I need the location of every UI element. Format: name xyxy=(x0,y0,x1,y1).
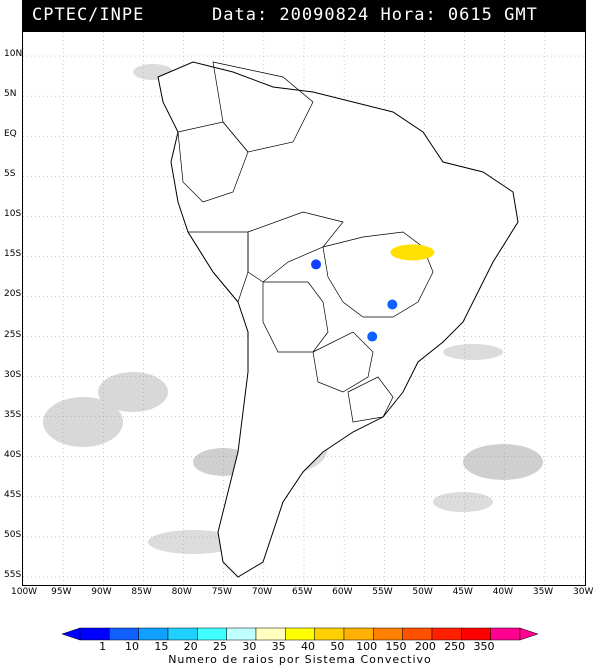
colorbar-tick-label: 200 xyxy=(414,640,436,653)
colorbar-segment xyxy=(285,627,315,641)
latitude-tick-label: 45S xyxy=(4,489,22,500)
colorbar-left-arrow xyxy=(61,627,81,641)
colorbar-tick-label: 1 xyxy=(99,640,107,653)
latitude-tick-label: 10N xyxy=(4,49,23,60)
map-canvas xyxy=(23,32,585,585)
colorbar-tick-label: 50 xyxy=(330,640,345,653)
blue-system-3 xyxy=(367,331,378,342)
latitude-tick-label: 5N xyxy=(4,89,17,100)
colorbar-segment xyxy=(431,627,462,641)
colorbar-tick-label: 250 xyxy=(444,640,466,653)
latitude-tick-label: 30S xyxy=(4,369,22,380)
colorbar-tick-label: 15 xyxy=(154,640,169,653)
colorbar-segment xyxy=(226,627,257,641)
colorbar-segment xyxy=(109,627,139,641)
colorbar-segment xyxy=(314,627,345,641)
colorbar-segment xyxy=(402,627,433,641)
colorbar-segment xyxy=(197,627,227,641)
colorbar-segment xyxy=(79,627,110,641)
south-america-outline xyxy=(157,61,519,578)
yellow-system xyxy=(390,244,435,261)
latitude-tick-label: 40S xyxy=(4,449,22,460)
longitude-tick-label: 80W xyxy=(171,587,192,597)
latitude-tick-label: 5S xyxy=(4,169,16,180)
colorbar-segment xyxy=(167,627,198,641)
colorbar-segment xyxy=(138,627,169,641)
latitude-tick-label: 15S xyxy=(4,249,22,260)
colorbar-tick-label: 150 xyxy=(385,640,407,653)
longitude-tick-label: 30W xyxy=(573,587,594,597)
cloud-patch xyxy=(463,444,543,480)
colorbar-tick-label: 350 xyxy=(473,640,495,653)
latitude-tick-label: 20S xyxy=(4,289,22,300)
latitude-tick-label: 10S xyxy=(4,209,22,220)
colorbar-tick-label: 35 xyxy=(271,640,286,653)
colorbar-title: Numero de raios por Sistema Convectivo xyxy=(168,653,432,666)
blue-system-2 xyxy=(387,299,398,310)
latitude-tick-label: 25S xyxy=(4,329,22,340)
longitude-tick-label: 100W xyxy=(11,587,38,597)
cloud-patch xyxy=(148,530,238,554)
longitude-tick-label: 65W xyxy=(292,587,313,597)
longitude-tick-label: 40W xyxy=(492,587,514,597)
blue-system-1 xyxy=(311,259,322,270)
longitude-tick-label: 90W xyxy=(91,587,112,597)
source-label: CPTEC/INPE xyxy=(32,5,145,25)
colorbar-tick-label: 20 xyxy=(183,640,198,653)
colorbar-tick-label: 30 xyxy=(242,640,257,653)
colorbar-tick-label: 25 xyxy=(213,640,227,653)
cloud-patch xyxy=(43,397,123,447)
colorbar-right-arrow xyxy=(519,627,539,641)
convective-systems-layer xyxy=(311,244,435,342)
longitude-tick-label: 85W xyxy=(131,587,152,597)
cloud-patch xyxy=(98,372,168,412)
colorbar-segment xyxy=(373,627,403,641)
longitude-tick-label: 45W xyxy=(452,587,473,597)
latitude-tick-label: EQ xyxy=(4,129,17,140)
map-frame xyxy=(22,31,586,586)
cloud-patch xyxy=(433,492,493,512)
latitude-tick-label: 50S xyxy=(4,529,22,540)
colorbar-segment xyxy=(490,627,521,641)
colorbar-segment xyxy=(461,627,491,641)
colorbar-segment xyxy=(255,627,286,641)
longitude-tick-label: 95W xyxy=(51,587,72,597)
longitude-tick-label: 35W xyxy=(532,587,554,597)
colorbar-segment xyxy=(343,627,374,641)
colorbar-tick-label: 100 xyxy=(356,640,378,653)
cloud-patch xyxy=(443,344,503,360)
longitude-tick-label: 70W xyxy=(251,587,273,597)
datetime-label: Data: 20090824 Hora: 0615 GMT xyxy=(212,5,538,25)
longitude-tick-label: 50W xyxy=(412,587,433,597)
colorbar-tick-label: 10 xyxy=(125,640,139,653)
colorbar-tick-label: 40 xyxy=(301,640,315,653)
longitude-tick-label: 60W xyxy=(332,587,353,597)
longitude-tick-label: 55W xyxy=(372,587,393,597)
longitude-tick-label: 75W xyxy=(211,587,233,597)
map-header: CPTEC/INPE Data: 20090824 Hora: 0615 GMT xyxy=(22,0,586,31)
colorbar xyxy=(61,627,539,641)
latitude-tick-label: 55S xyxy=(4,569,22,580)
latitude-tick-label: 35S xyxy=(4,409,22,420)
